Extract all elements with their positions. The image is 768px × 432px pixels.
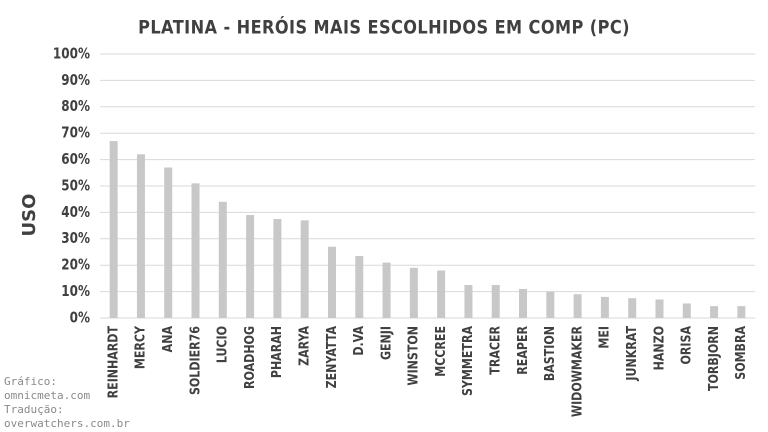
y-tick-label: 40% [61, 204, 90, 222]
y-tick-label: 10% [61, 283, 90, 301]
x-tick-label: TORBJORN [706, 326, 721, 391]
x-tick-label: REINHARDT [106, 325, 121, 398]
bar [191, 183, 200, 318]
y-tick-label: 90% [61, 72, 90, 90]
bar [164, 167, 173, 318]
bar [218, 201, 227, 318]
bar [382, 262, 391, 318]
credit: Gráfico: [4, 375, 57, 388]
bar [573, 294, 582, 318]
x-tick-label: ZARYA [297, 325, 312, 366]
x-tick-label: WIDOWMAKER [570, 325, 585, 417]
credit: Tradução: [4, 403, 64, 416]
chart-title: PLATINA - HERÓIS MAIS ESCOLHIDOS EM COMP… [138, 15, 630, 39]
bar [300, 220, 309, 318]
y-tick-label: 100% [53, 45, 90, 63]
bar [682, 303, 691, 318]
x-tick-label: MERCY [133, 326, 148, 369]
bar [655, 299, 664, 318]
x-tick-label: ORISA [679, 325, 694, 364]
x-tick-label: LUCIO [215, 326, 230, 363]
y-tick-label: 30% [61, 230, 90, 248]
y-axis-label: USO [19, 194, 40, 237]
bar [409, 267, 418, 318]
bar [464, 285, 473, 318]
bar [628, 298, 637, 318]
bar [109, 141, 118, 318]
bar [273, 219, 282, 318]
x-tick-label: TRACER [488, 325, 503, 374]
credit: overwatchers.com.br [4, 417, 130, 430]
y-tick-label: 70% [61, 124, 90, 142]
x-tick-label: ANA [160, 325, 175, 352]
y-tick-label: 20% [61, 256, 90, 274]
x-tick-label: PHARAH [269, 326, 284, 378]
bar [519, 288, 528, 318]
x-tick-label: SYMMETRA [460, 325, 475, 396]
x-tick-label: SOLDIER76 [187, 326, 202, 395]
bar [491, 285, 500, 318]
bar [710, 306, 719, 318]
credit: omnicmeta.com [4, 389, 90, 402]
x-tick-label: D.VA [351, 325, 366, 355]
x-tick-label: MEI [597, 326, 612, 349]
bar [546, 291, 555, 318]
y-tick-label: 50% [61, 177, 90, 195]
x-tick-label: ZENYATTA [324, 325, 339, 388]
bar [437, 270, 446, 318]
x-tick-label: SOMBRA [733, 325, 748, 379]
x-tick-label: ROADHOG [242, 326, 257, 389]
bar [136, 154, 145, 318]
y-tick-label: 80% [61, 98, 90, 116]
x-tick-label: HANZO [651, 326, 666, 370]
y-tick-label: 0% [70, 309, 91, 327]
x-tick-label: WINSTON [406, 326, 421, 386]
bar [246, 215, 255, 318]
bar [327, 246, 336, 318]
bar [355, 255, 364, 318]
x-tick-label: BASTION [542, 326, 557, 381]
x-tick-label: MCCREE [433, 326, 448, 377]
x-tick-label: REAPER [515, 325, 530, 374]
bar [600, 296, 609, 318]
bar [737, 306, 746, 318]
y-tick-label: 60% [61, 151, 90, 169]
x-tick-label: JUNKRAT [624, 325, 639, 381]
x-tick-label: GENJI [378, 326, 393, 360]
